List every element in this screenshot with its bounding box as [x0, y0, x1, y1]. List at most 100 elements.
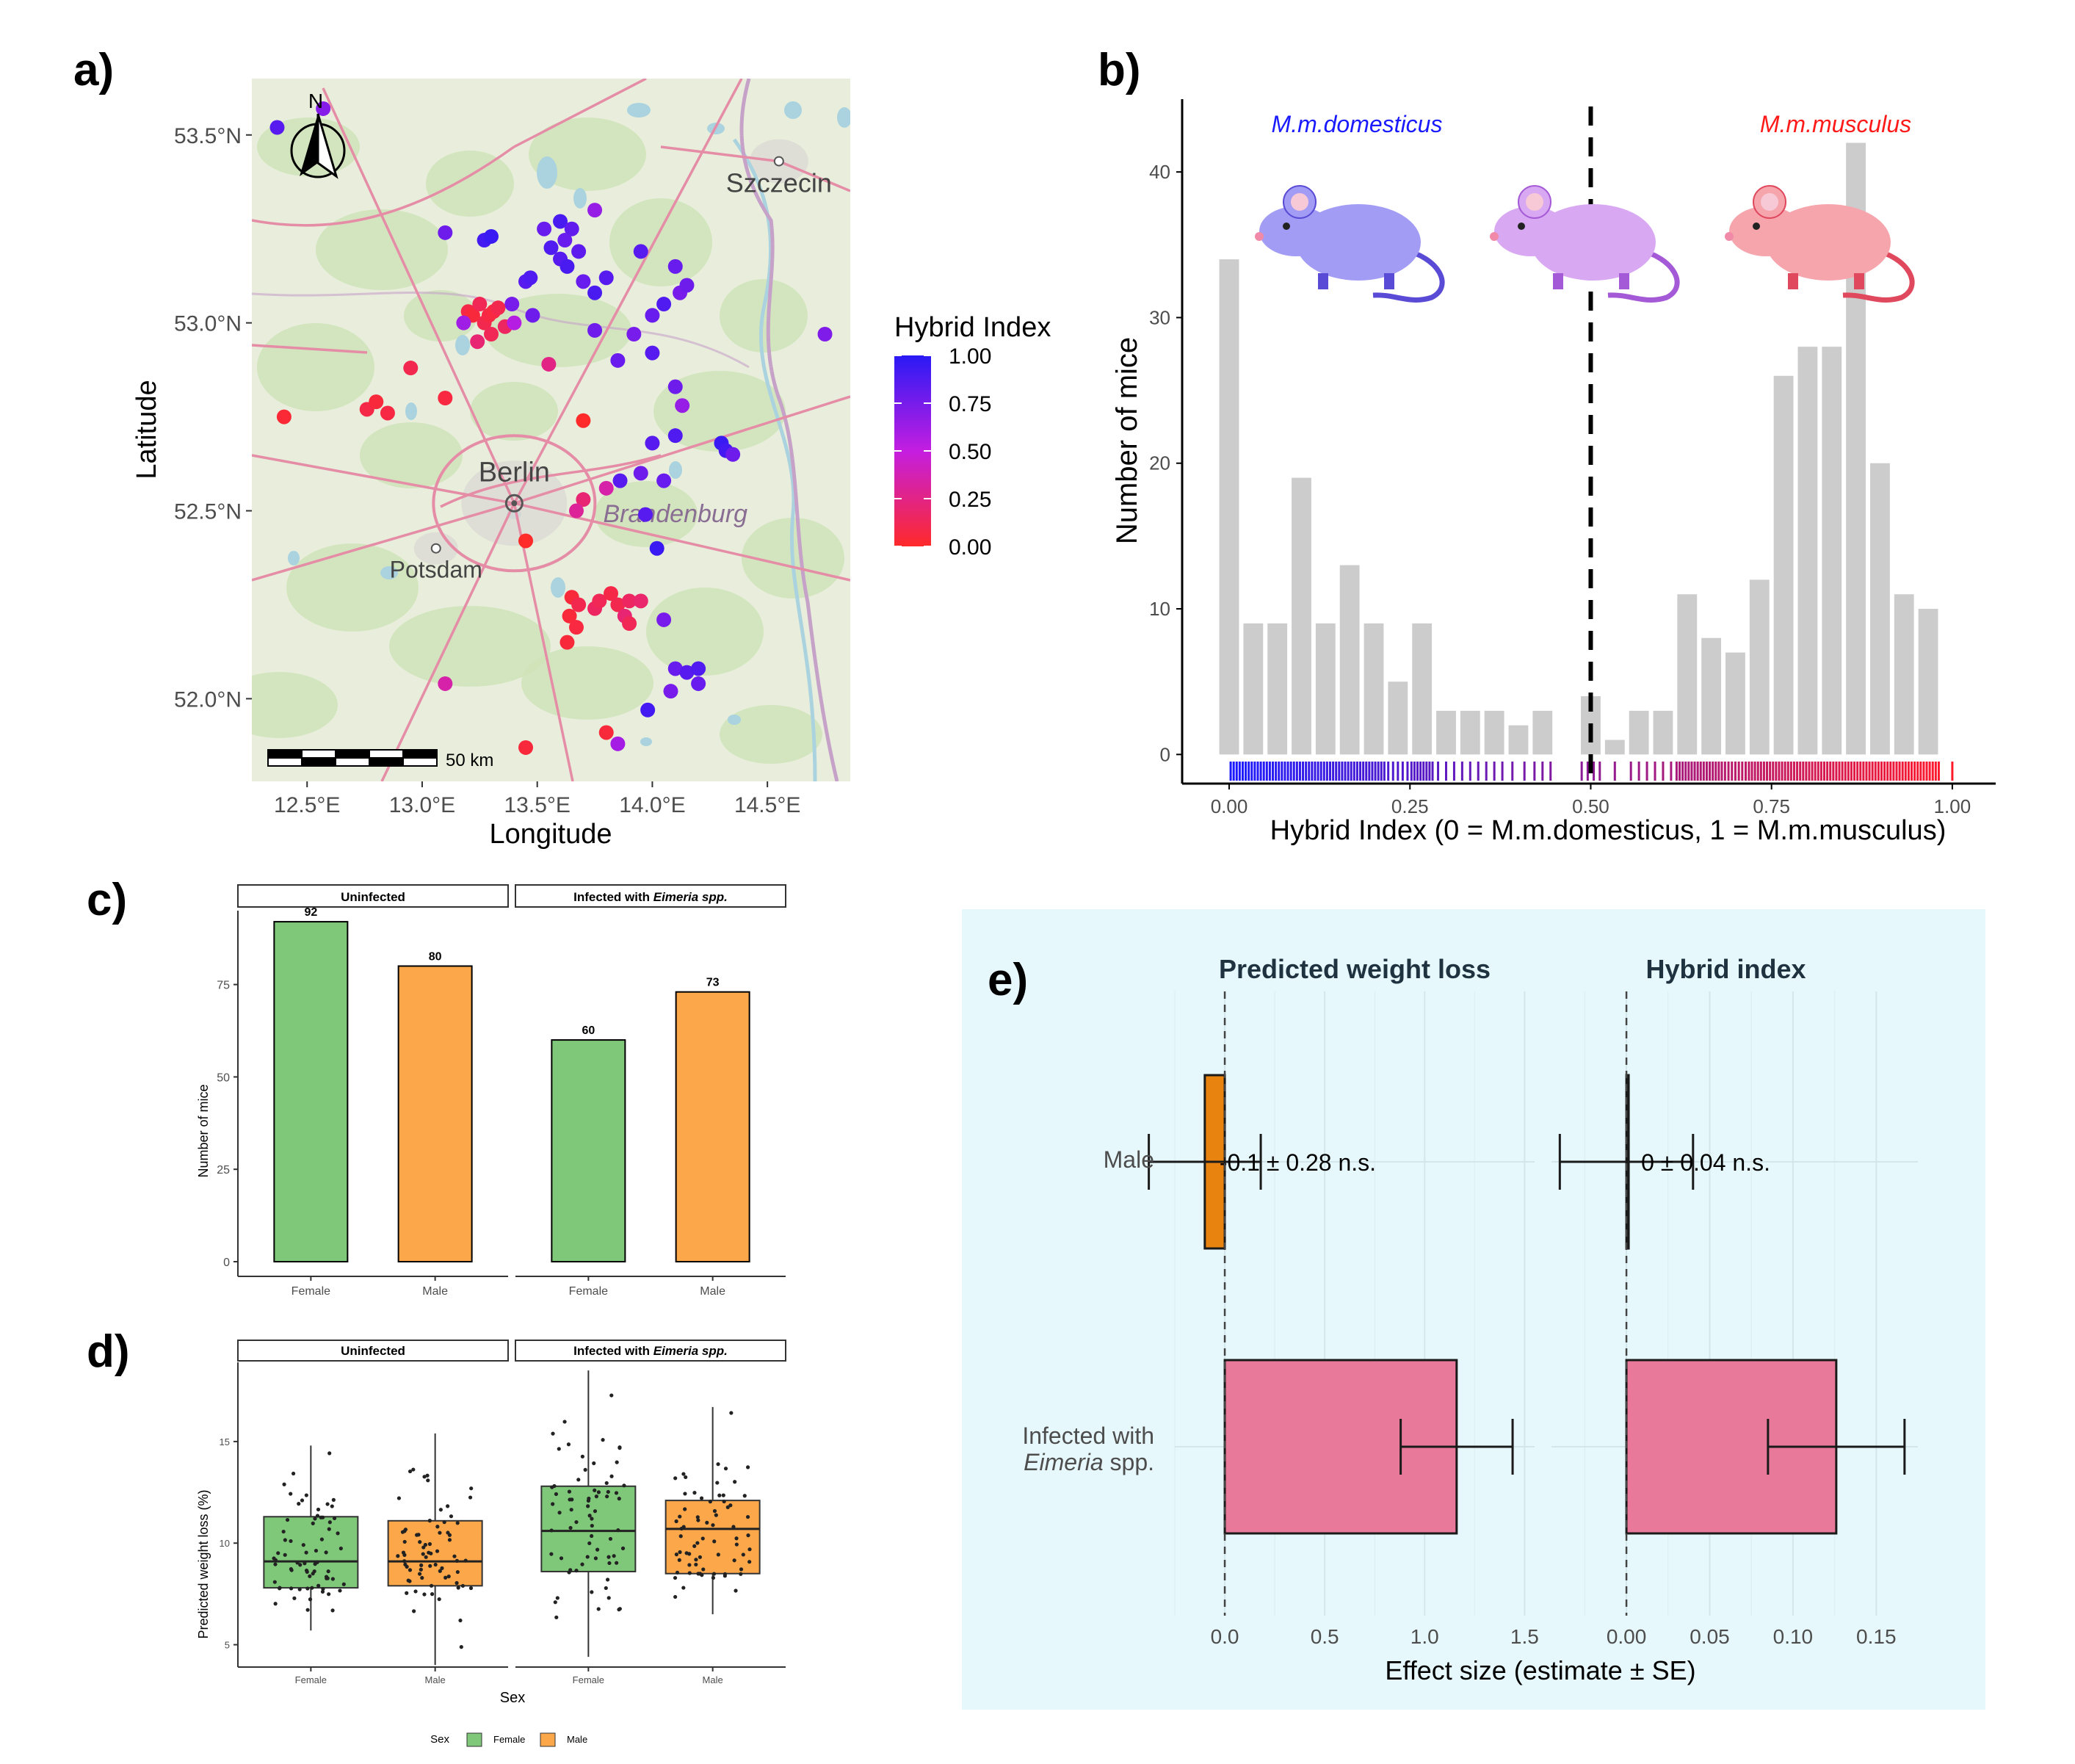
- map-y-tick-label: 53.0°N: [174, 312, 242, 336]
- mouse-hybrid: [1490, 185, 1680, 303]
- boxplot-jitter-point: [424, 1555, 428, 1559]
- sample-point: [640, 702, 656, 717]
- boxplot-jitter-point: [580, 1454, 584, 1458]
- boxplot-jitter-point: [741, 1552, 745, 1557]
- road: [322, 87, 515, 505]
- histogram-bar: [1292, 477, 1311, 755]
- legend-tick-label: 0.50: [949, 440, 991, 464]
- road: [660, 145, 780, 163]
- boxplot-jitter-point: [592, 1461, 596, 1466]
- boxplot-jitter-point: [673, 1476, 678, 1481]
- boxplot-jitter-point: [405, 1591, 409, 1595]
- sample-point: [633, 593, 648, 609]
- sample-point: [667, 259, 683, 274]
- effect-size-panel: e) Predicted weight loss -0.1 ± 0.28 n.s.…: [962, 909, 1985, 1710]
- sample-point: [679, 665, 695, 680]
- count-bar-panel: Uninfected 92 Female 80 Male Infected with Ei…: [217, 884, 786, 1298]
- boxplot-jitter-point: [559, 1556, 564, 1561]
- scale-bar-bottom: [301, 757, 336, 767]
- sample-point: [610, 736, 626, 751]
- sample-point: [438, 391, 453, 405]
- boxplot-jitter-point: [330, 1504, 334, 1508]
- boxplot-jitter-point: [615, 1460, 619, 1464]
- north-arrow-label: N: [308, 90, 323, 112]
- boxplot-jitter-point: [562, 1420, 567, 1424]
- boxplot-y-tick-label: 5: [225, 1640, 230, 1651]
- boxplot-jitter-point: [683, 1507, 687, 1511]
- boxplot-jitter-point: [413, 1589, 418, 1594]
- boxplot-jitter-point: [446, 1504, 450, 1508]
- map-layers: [252, 79, 850, 781]
- mouse-head: [1729, 206, 1803, 256]
- boxplot-jitter-point: [273, 1562, 278, 1566]
- boxplot-jitter-point: [321, 1515, 325, 1519]
- forest-patch: [389, 606, 551, 687]
- boxplot-jitter-point: [435, 1525, 440, 1529]
- boxplot-jitter-point: [746, 1533, 750, 1538]
- sample-point: [592, 593, 607, 609]
- boxplot-jitter-point: [285, 1517, 290, 1522]
- boxplot-jitter-point: [330, 1608, 335, 1613]
- boxplot-x-tick-label: Male: [425, 1674, 446, 1685]
- count-bar-x-tick-label: Female: [569, 1285, 608, 1298]
- facet-strip-label-main: Infected with: [573, 1344, 653, 1358]
- road: [252, 344, 368, 354]
- boxplot-jitter-point: [554, 1492, 559, 1497]
- histogram-bar: [1894, 594, 1914, 755]
- sample-point: [484, 228, 499, 244]
- panel-label-c: c): [87, 875, 128, 925]
- histogram-y-tick-label: 30: [1149, 306, 1170, 328]
- histogram-bar: [1267, 623, 1288, 755]
- boxplot-jitter-point: [569, 1508, 573, 1512]
- sample-point: [518, 533, 534, 549]
- city-marker: [430, 543, 441, 554]
- boxplot-jitter-point: [429, 1583, 434, 1588]
- histogram-bar: [1725, 652, 1745, 755]
- histogram-bar: [1484, 710, 1504, 755]
- boxplot-jitter-point: [586, 1504, 590, 1508]
- boxplot-jitter-point: [617, 1608, 621, 1612]
- boxplot-jitter-point: [739, 1572, 743, 1576]
- mouse-tail: [1372, 247, 1445, 303]
- boxplot-jitter-point: [460, 1583, 466, 1588]
- boxplot-jitter-point: [695, 1515, 700, 1519]
- facet-strip-label-italic: Eimeria spp.: [653, 890, 728, 904]
- boxplot-jitter-point: [551, 1502, 555, 1506]
- boxplot-jitter-point: [553, 1600, 557, 1605]
- histogram-bar: [1436, 710, 1456, 755]
- boxplot-legend: Sex Female Male: [430, 1732, 587, 1747]
- boxplot-jitter-point: [455, 1569, 460, 1575]
- boxplot-jitter-point: [325, 1502, 330, 1506]
- sample-point: [587, 322, 603, 338]
- boxplot-jitter-point: [694, 1562, 698, 1567]
- histogram-x-tick-label: 0.00: [1211, 795, 1248, 817]
- panel-label-e: e): [988, 955, 1028, 1005]
- boxplot-jitter-point: [304, 1550, 308, 1555]
- boxplot-jitter-point: [734, 1536, 739, 1541]
- boxplot-jitter-point: [331, 1497, 336, 1502]
- boxplot-jitter-point: [609, 1474, 614, 1478]
- boxplot-jitter-point: [593, 1509, 598, 1514]
- boxplot-jitter-point: [423, 1542, 427, 1547]
- panel-label-a: a): [73, 45, 115, 95]
- boxplot-jitter-point: [430, 1592, 435, 1597]
- boxplot-jitter-point: [595, 1547, 600, 1552]
- mouse-head: [1494, 206, 1568, 256]
- boxplot-jitter-point: [324, 1550, 328, 1555]
- legend-tick-label: 0.75: [949, 392, 991, 416]
- boxplot-jitter-point: [673, 1594, 678, 1599]
- sample-point: [507, 315, 522, 330]
- boxplot-jitter-point: [708, 1500, 712, 1504]
- road: [513, 395, 850, 505]
- legend-tick-label: 0.25: [949, 488, 991, 512]
- boxplot-jitter-point: [712, 1508, 717, 1514]
- boxplot-jitter-point: [305, 1608, 310, 1612]
- histogram-bar: [1773, 375, 1794, 755]
- sample-point: [490, 300, 506, 316]
- sample-point: [562, 608, 577, 623]
- boxplot-jitter-point: [305, 1569, 309, 1575]
- scale-bar-bottom: [402, 757, 438, 767]
- sample-point: [725, 447, 741, 462]
- mouse-eye: [1753, 223, 1760, 230]
